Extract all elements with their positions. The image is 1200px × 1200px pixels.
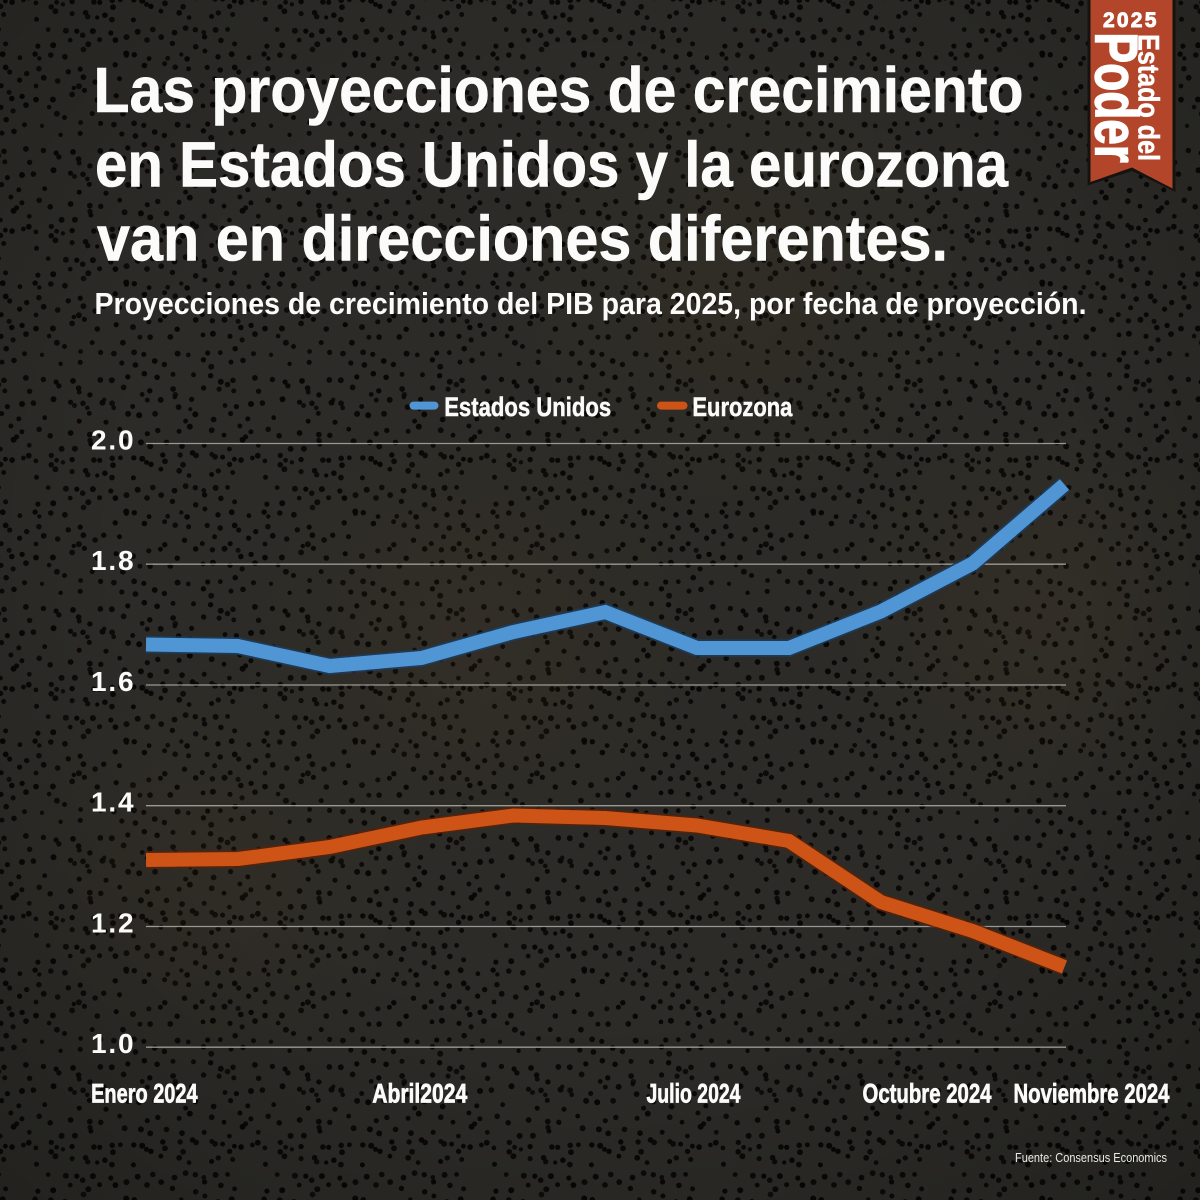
svg-text:en Estados Unidos y la eurozon: en Estados Unidos y la eurozona bbox=[95, 129, 1008, 201]
svg-text:Eurozona: Eurozona bbox=[692, 392, 792, 422]
svg-text:Julio 2024: Julio 2024 bbox=[647, 1079, 741, 1109]
svg-text:1.4: 1.4 bbox=[91, 787, 135, 818]
svg-text:Abril2024: Abril2024 bbox=[372, 1079, 467, 1109]
svg-text:Octubre 2024: Octubre 2024 bbox=[863, 1079, 992, 1109]
svg-text:van en direcciones diferentes.: van en direcciones diferentes. bbox=[97, 203, 948, 275]
svg-text:Proyecciones de crecimiento de: Proyecciones de crecimiento del PIB para… bbox=[95, 286, 1087, 321]
svg-text:Enero 2024: Enero 2024 bbox=[91, 1079, 198, 1109]
svg-text:1.6: 1.6 bbox=[91, 666, 135, 697]
svg-text:2.0: 2.0 bbox=[91, 425, 135, 456]
svg-text:Estados Unidos: Estados Unidos bbox=[444, 392, 611, 422]
svg-text:Las proyecciones de crecimient: Las proyecciones de crecimiento bbox=[94, 54, 1024, 126]
svg-text:Fuente: Consensus Economics: Fuente: Consensus Economics bbox=[1015, 1150, 1167, 1165]
svg-text:2025: 2025 bbox=[1103, 9, 1157, 32]
svg-text:Estado del: Estado del bbox=[1132, 34, 1165, 161]
svg-text:1.8: 1.8 bbox=[91, 545, 135, 576]
svg-text:1.2: 1.2 bbox=[91, 908, 135, 939]
svg-text:1.0: 1.0 bbox=[91, 1028, 135, 1059]
svg-text:Noviembre 2024: Noviembre 2024 bbox=[1014, 1079, 1170, 1109]
svg-text:Poder: Poder bbox=[1082, 32, 1149, 162]
